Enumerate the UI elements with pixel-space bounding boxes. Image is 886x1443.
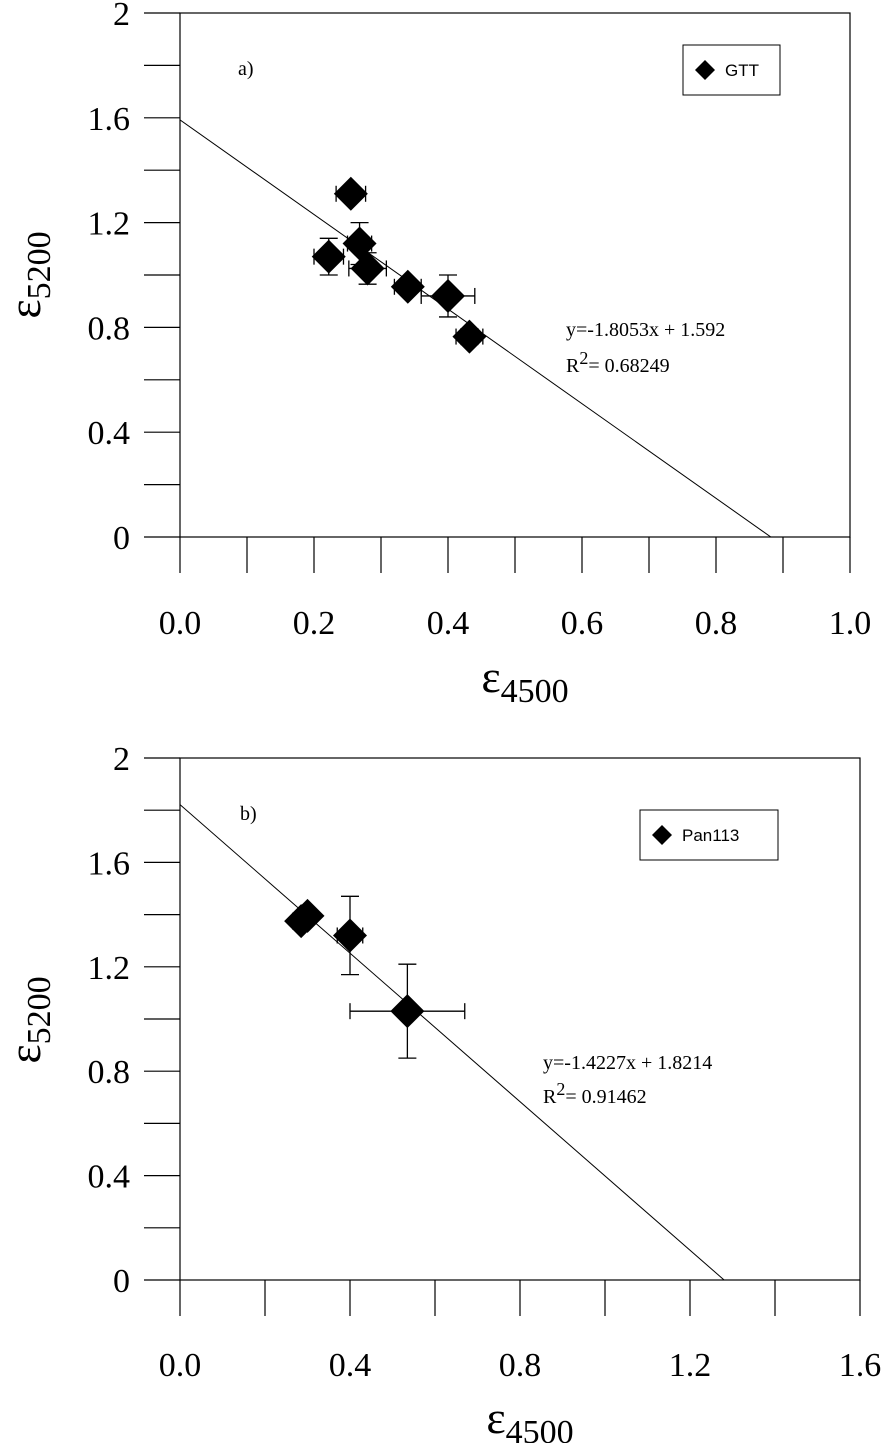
r-squared-prefix: R <box>543 1086 557 1108</box>
r-squared-superscript: 2 <box>556 1079 565 1099</box>
diamond-marker <box>333 176 368 211</box>
y-tick-label: 0.8 <box>88 310 131 347</box>
y-axis-title: ε5200 <box>0 976 58 1063</box>
chart-panel-b: 0.0 0.4 0.8 1.2 1.600.40.81.21.62ε4500ε5200b… <box>0 741 881 1443</box>
diamond-marker <box>333 918 367 953</box>
legend: GTT <box>682 44 781 96</box>
y-tick-label: 1.2 <box>88 950 131 987</box>
y-tick-label: 2 <box>113 0 130 33</box>
diamond-marker <box>390 994 425 1029</box>
legend-marker <box>695 60 715 80</box>
legend-label: Pan113 <box>682 826 739 845</box>
x-tick-label: 0.0 <box>159 605 202 642</box>
x-axis-title-symbol: ε <box>481 651 500 702</box>
data-point <box>390 269 425 304</box>
y-tick-label: 0.8 <box>88 1054 131 1091</box>
panel-label: b) <box>240 803 257 825</box>
y-axis-title-symbol: ε <box>0 299 50 318</box>
y-axis-title-subscript: 5200 <box>21 976 58 1044</box>
x-tick-label: 0.0 <box>159 1347 202 1384</box>
y-tick-label: 1.6 <box>88 845 131 882</box>
fit-line <box>180 804 725 1280</box>
x-axis-title-symbol: ε <box>486 1392 505 1443</box>
r-squared: R2= 0.68249 <box>566 348 670 377</box>
r-squared: R2= 0.91462 <box>543 1079 647 1108</box>
x-tick-label: 0.8 <box>499 1347 542 1384</box>
x-tick-label: 1.2 <box>669 1347 712 1384</box>
data-point <box>348 251 388 286</box>
diamond-marker <box>290 898 325 933</box>
chart-panel-a: 0.0 0.2 0.4 0.6 0.8 1.000.40.81.21.62ε4500ε52… <box>0 0 871 710</box>
diamond-marker <box>431 278 465 313</box>
y-tick-label: 0.4 <box>88 1159 131 1196</box>
x-tick-label: 1.0 <box>829 605 872 642</box>
r-squared-superscript: 2 <box>579 348 588 368</box>
x-tick-label: 0.4 <box>329 1347 372 1384</box>
y-axis-title-symbol: ε <box>0 1044 50 1063</box>
x-axis-title: ε4500 <box>486 1392 573 1443</box>
x-tick-label: 1.6 <box>839 1347 882 1384</box>
y-tick-label: 1.6 <box>88 101 131 138</box>
data-point <box>333 895 367 976</box>
fit-equation: y=-1.8053x + 1.592 <box>566 319 725 341</box>
fit-equation: y=-1.4227x + 1.8214 <box>543 1052 712 1074</box>
x-tick-label: 0.6 <box>561 605 604 642</box>
r-squared-value: = 0.68249 <box>588 355 669 377</box>
y-axis-title: ε5200 <box>0 231 58 318</box>
y-tick-label: 1.2 <box>88 206 131 243</box>
y-tick-label: 2 <box>113 741 130 778</box>
data-point <box>311 237 346 276</box>
x-axis-title-subscript: 4500 <box>501 673 569 710</box>
x-tick-label: 0.8 <box>695 605 738 642</box>
y-tick-label: 0 <box>113 520 130 557</box>
data-point <box>333 176 368 211</box>
panel-label: a) <box>238 58 254 80</box>
diamond-marker <box>350 251 385 286</box>
y-axis-title-subscript: 5200 <box>21 231 58 299</box>
x-tick-label: 0.4 <box>427 605 470 642</box>
y-tick-label: 0.4 <box>88 415 131 452</box>
diamond-marker <box>390 269 425 304</box>
data-point <box>290 898 325 933</box>
x-axis-title-subscript: 4500 <box>506 1414 574 1443</box>
r-squared-prefix: R <box>566 355 580 377</box>
x-tick-label: 0.2 <box>293 605 336 642</box>
r-squared-value: = 0.91462 <box>565 1086 646 1108</box>
legend-marker <box>652 825 672 845</box>
legend-label: GTT <box>725 61 759 80</box>
data-point <box>349 963 466 1059</box>
legend: Pan113 <box>639 809 779 861</box>
data-point <box>420 274 476 318</box>
diamond-marker <box>452 319 487 354</box>
diamond-marker <box>311 239 346 274</box>
data-point <box>452 319 487 354</box>
x-axis-title: ε4500 <box>481 651 568 710</box>
y-tick-label: 0 <box>113 1263 130 1300</box>
